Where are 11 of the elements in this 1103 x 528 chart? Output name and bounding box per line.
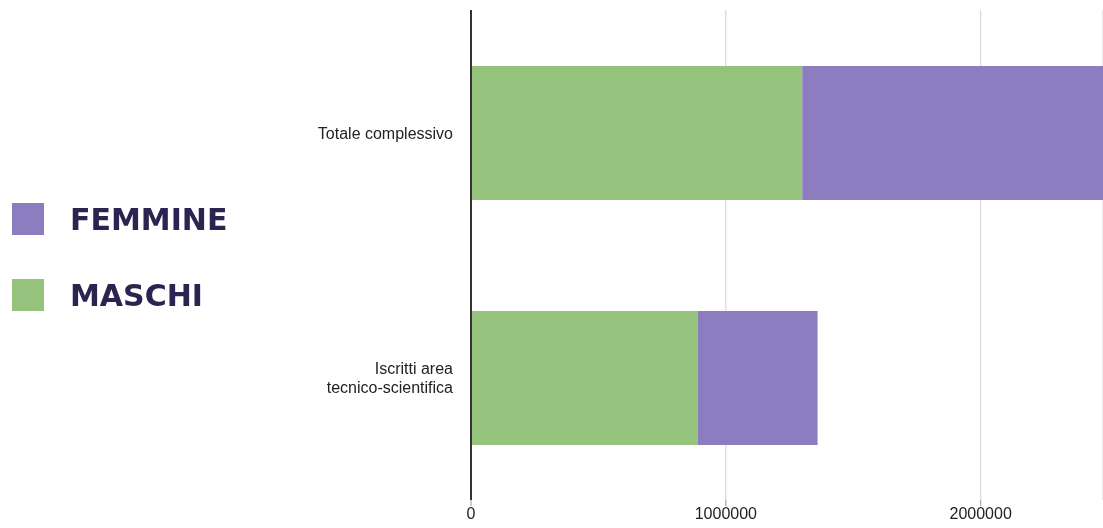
bar <box>697 311 818 445</box>
bar <box>802 66 1103 200</box>
x-tick-label: 0 <box>466 505 476 523</box>
y-tick-label: Iscritti area tecnico-scientifica <box>326 359 454 396</box>
bar <box>471 66 803 200</box>
legend-label: MASCHI <box>70 277 203 313</box>
legend-label: FEMMINE <box>70 201 228 237</box>
x-tick-label: 1000000 <box>694 505 758 523</box>
x-tick-label: 2000000 <box>949 505 1012 523</box>
bar <box>471 311 698 445</box>
y-tick-label: Totale complessivo <box>317 124 454 141</box>
